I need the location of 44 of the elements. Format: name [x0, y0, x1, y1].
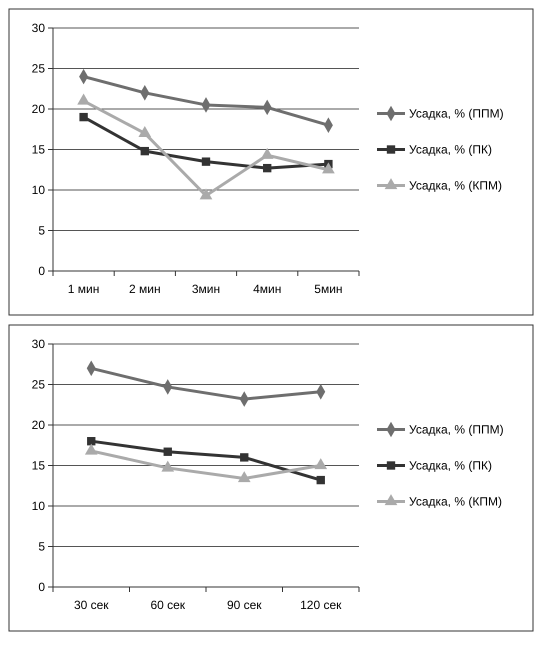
- point: [200, 188, 212, 200]
- x-tick-label: 5мин: [314, 282, 343, 296]
- y-tick-label: 10: [32, 183, 46, 198]
- point: [202, 157, 210, 166]
- point: [322, 162, 335, 174]
- point: [263, 164, 272, 172]
- legend-label: Усадка, % (ППМ): [409, 422, 504, 437]
- y-tick-label: 30: [32, 21, 46, 36]
- point: [314, 458, 328, 470]
- legend-label: Усадка, % (КПМ): [409, 494, 502, 509]
- point: [84, 444, 98, 455]
- point: [240, 453, 248, 462]
- point: [164, 448, 172, 456]
- legend-label: Усадка, % (ПК): [409, 142, 492, 157]
- point: [161, 460, 174, 472]
- legend-label: Усадка, % (ПК): [409, 458, 492, 473]
- legend-label: Усадка, % (КПМ): [409, 178, 502, 193]
- x-tick-label: 30 сек: [74, 598, 110, 612]
- y-tick-label: 25: [32, 378, 46, 392]
- point: [260, 148, 274, 159]
- y-tick-label: 15: [32, 458, 46, 473]
- y-tick-label: 30: [32, 337, 46, 352]
- x-tick-label: 3мин: [192, 282, 220, 296]
- legend-label: Усадка, % (ППМ): [409, 106, 504, 121]
- point: [316, 476, 325, 484]
- x-tick-label: 60 сек: [150, 598, 186, 612]
- x-tick-label: 2 мин: [129, 282, 161, 296]
- point: [140, 146, 149, 156]
- y-tick-label: 0: [38, 264, 46, 278]
- point: [87, 437, 96, 446]
- y-tick-label: 10: [32, 499, 46, 514]
- y-tick-label: 15: [32, 142, 46, 157]
- x-tick-label: 4мин: [253, 282, 282, 296]
- x-tick-label: 120 сек: [300, 598, 342, 612]
- x-tick-label: 1 мин: [68, 282, 100, 296]
- y-tick-label: 0: [38, 580, 46, 594]
- y-tick-label: 25: [32, 62, 46, 76]
- y-tick-label: 20: [32, 102, 46, 116]
- y-tick-label: 20: [32, 418, 46, 432]
- y-tick-label: 5: [38, 540, 46, 554]
- point: [238, 471, 251, 482]
- y-tick-label: 5: [38, 224, 46, 238]
- point: [79, 112, 88, 122]
- x-tick-label: 90 сек: [226, 598, 262, 612]
